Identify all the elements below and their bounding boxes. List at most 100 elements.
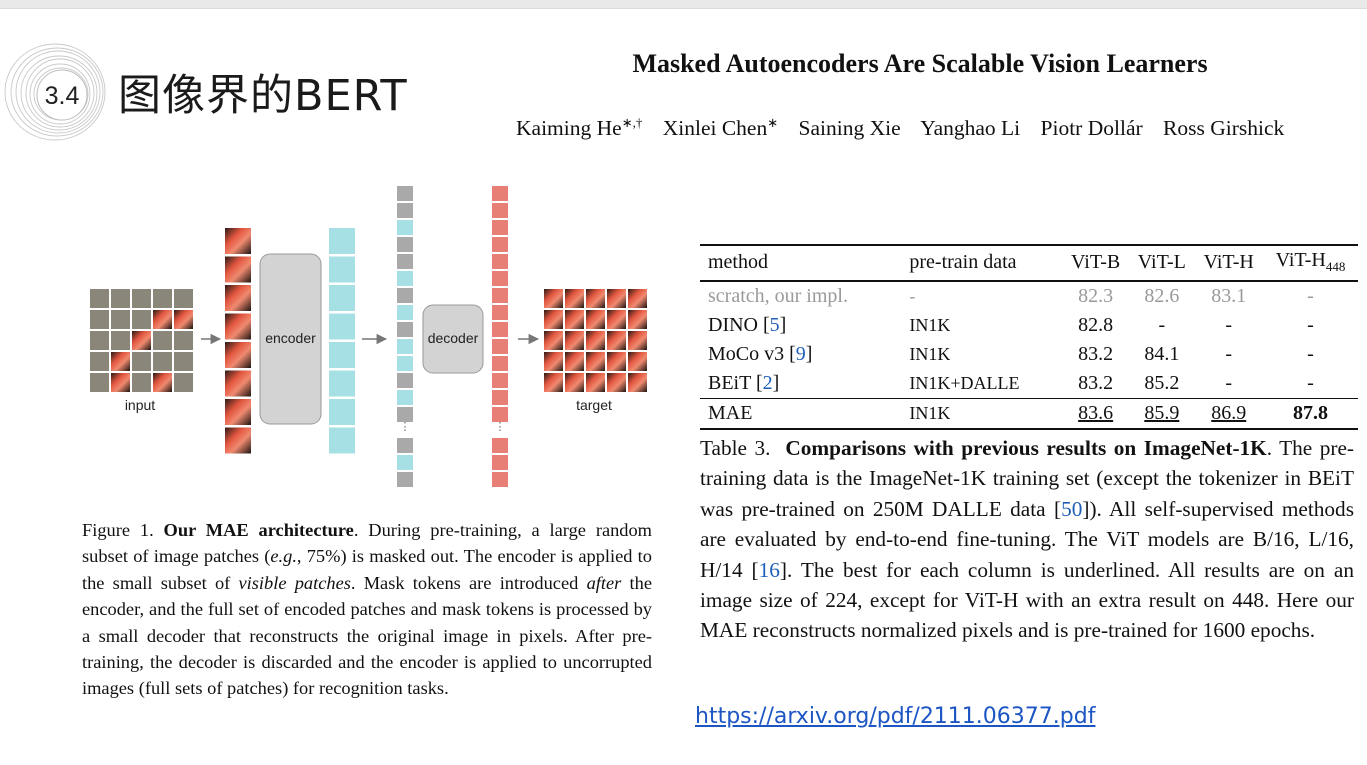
mask-token <box>397 438 413 453</box>
table-caption-bold: Comparisons with previous results on Ima… <box>785 436 1267 460</box>
figure-caption-bold: Our MAE architecture <box>163 520 354 540</box>
mae-architecture-figure: input encoder ⋮ decoder ⋮ target <box>86 182 656 498</box>
author-4: Piotr Dollár <box>1040 116 1143 141</box>
figure-diagram: input encoder ⋮ decoder ⋮ target <box>90 186 647 487</box>
figure-caption: Figure 1. Our MAE architecture. During p… <box>82 517 652 702</box>
decoded-token <box>492 472 508 487</box>
table-cell: - <box>1307 343 1314 365</box>
encoded-token <box>329 370 355 397</box>
masked-patch <box>90 373 109 392</box>
visible-patch <box>225 399 251 425</box>
masked-patch <box>174 331 193 350</box>
visible-patch <box>174 310 193 329</box>
mask-token <box>397 288 413 303</box>
input-patch-grid <box>90 289 193 392</box>
visible-patches-column <box>225 228 251 454</box>
table-cell: - <box>1307 314 1314 336</box>
decoder-label: decoder <box>428 330 479 346</box>
table-cell: IN1K <box>909 403 951 423</box>
author-name: Xinlei Chen <box>662 116 768 141</box>
swirl-decoration-icon <box>4 43 106 141</box>
decoded-token <box>492 322 508 337</box>
paper-link[interactable]: https://arxiv.org/pdf/2111.06377.pdf <box>695 704 1096 729</box>
author-2: Saining Xie <box>798 116 901 141</box>
target-patch <box>586 289 605 308</box>
encoder-label: encoder <box>265 330 316 346</box>
target-patch <box>586 310 605 329</box>
table-cell: IN1K <box>909 315 951 335</box>
decoded-token <box>492 356 508 371</box>
visible-patch <box>153 310 172 329</box>
table-cell: 82.3 <box>1078 285 1114 307</box>
mask-token <box>397 322 413 337</box>
decoded-token <box>492 254 508 269</box>
encoded-token <box>329 256 355 283</box>
table-cell: 83.1 <box>1211 285 1247 307</box>
table-cell: - <box>909 286 916 306</box>
decoder-box <box>422 304 484 374</box>
target-patch <box>544 310 563 329</box>
masked-patch <box>174 352 193 371</box>
table-cell: - <box>1225 314 1233 336</box>
visible-patch <box>225 285 251 311</box>
table-caption: Table 3. Comparisons with previous resul… <box>700 433 1354 646</box>
masked-patch <box>132 373 151 392</box>
mask-token <box>397 237 413 252</box>
target-patch <box>544 289 563 308</box>
encoded-token <box>397 390 413 405</box>
author-name: Kaiming He <box>516 116 622 141</box>
encoded-token <box>329 313 355 340</box>
masked-patch <box>90 352 109 371</box>
decoded-token <box>492 271 508 286</box>
target-patch <box>628 310 647 329</box>
author-1: Xinlei Chen∗ <box>662 115 778 141</box>
target-patch <box>628 352 647 371</box>
table-cell: - <box>1225 343 1233 365</box>
table-header-row: method pre-train data ViT-B ViT-L ViT-H … <box>700 245 1358 281</box>
mask-token <box>397 373 413 388</box>
table-caption-text: . The pre-training data is the ImageNet-… <box>700 436 1355 643</box>
decoded-token <box>492 305 508 320</box>
masked-patch <box>111 289 130 308</box>
table-row: scratch, our impl. - 82.3 82.6 83.1 - <box>700 281 1358 311</box>
visible-patch <box>225 370 251 397</box>
mask-token <box>397 472 413 487</box>
decoded-token <box>492 339 508 354</box>
encoded-token <box>329 399 355 425</box>
visible-patch <box>225 342 251 368</box>
table-cell: 83.2 <box>1078 372 1114 394</box>
target-patch <box>544 331 563 350</box>
mask-and-encoded-tokens-column: ⋮ <box>397 186 413 487</box>
masked-patch <box>111 331 130 350</box>
column-header: ViT-L <box>1137 250 1186 273</box>
target-patch <box>586 373 605 392</box>
target-label: target <box>576 397 612 413</box>
author-0: Kaiming He∗,† <box>516 115 643 141</box>
table-cell: scratch, our impl. <box>708 285 848 307</box>
target-patch <box>607 352 626 371</box>
encoded-token <box>329 285 355 311</box>
table-cell: IN1K <box>909 344 951 364</box>
encoded-token <box>397 339 413 354</box>
mask-token <box>397 186 413 201</box>
paper-title: Masked Autoencoders Are Scalable Vision … <box>632 49 1208 78</box>
table-cell: 85.2 <box>1144 372 1180 394</box>
target-patch <box>586 331 605 350</box>
decoded-token <box>492 438 508 453</box>
masked-patch <box>132 352 151 371</box>
encoded-token <box>329 228 355 254</box>
target-patch <box>565 310 584 329</box>
section-number: 3.4 <box>44 82 80 110</box>
visible-patch <box>225 427 251 454</box>
target-patch <box>544 352 563 371</box>
author-3: Yanghao Li <box>920 116 1021 141</box>
table-cell: DINO [5] <box>708 314 787 336</box>
encoded-tokens-column <box>329 228 355 454</box>
table-cell: 85.9 <box>1144 402 1180 424</box>
author-mark: ∗,† <box>621 115 643 130</box>
table-cell: - <box>1307 372 1314 394</box>
table-cell: 86.9 <box>1211 402 1247 424</box>
author-list: Kaiming He∗,† Xinlei Chen∗ Saining Xie Y… <box>516 108 1299 143</box>
table-row: MAE IN1K 83.6 85.9 86.9 87.8 <box>700 398 1358 429</box>
target-patch <box>565 373 584 392</box>
